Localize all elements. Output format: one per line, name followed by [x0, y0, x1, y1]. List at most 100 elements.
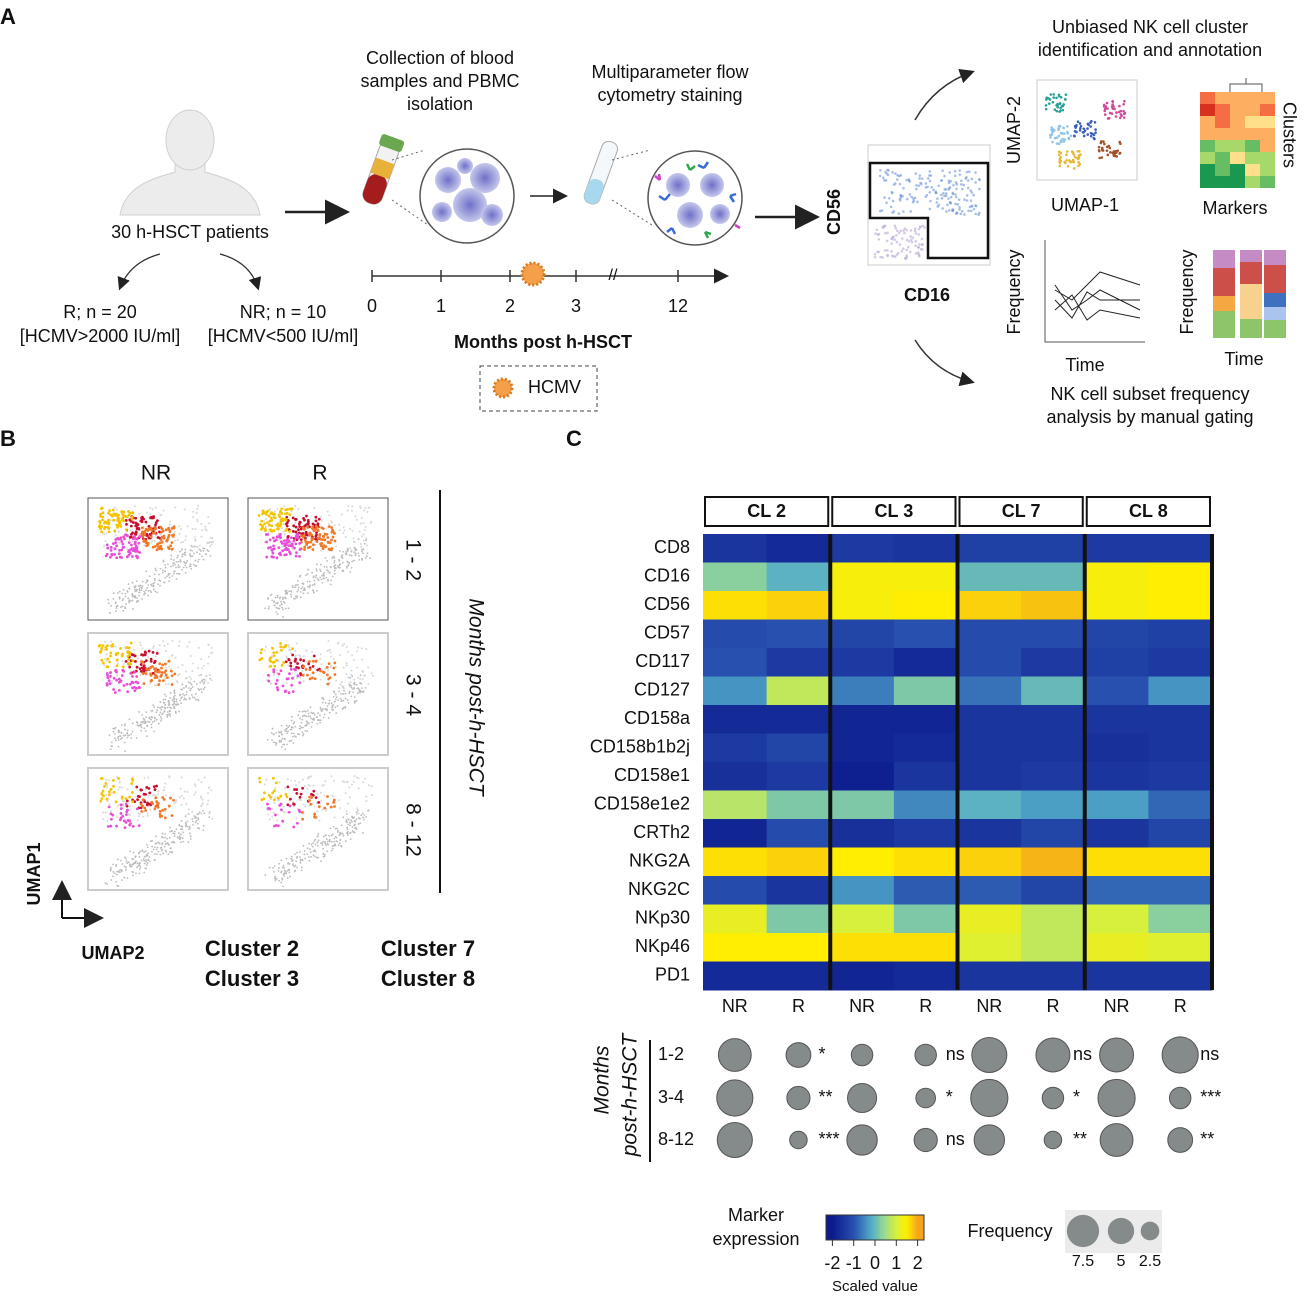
dot	[353, 831, 356, 834]
pbmc-icon	[419, 148, 515, 244]
dot	[309, 540, 313, 544]
dot	[300, 866, 303, 869]
column-label: NR	[976, 996, 1002, 1016]
dot	[308, 842, 310, 845]
dot	[1109, 151, 1112, 154]
dot	[273, 789, 276, 793]
dot	[310, 533, 313, 537]
bubble	[1035, 1037, 1071, 1073]
dot	[185, 822, 187, 825]
dot	[124, 856, 126, 859]
significance: *	[946, 1087, 953, 1107]
timeline: //	[371, 267, 729, 284]
dot	[355, 828, 358, 831]
colorbar-segment	[845, 1215, 849, 1240]
dot	[1048, 133, 1052, 137]
dot	[173, 692, 176, 695]
dot	[320, 710, 323, 712]
group-name: NR; n = 10	[240, 302, 327, 322]
dot	[106, 825, 110, 828]
dot	[321, 574, 323, 577]
heatmap-cell	[957, 676, 1022, 706]
dot	[186, 790, 189, 793]
heatmap-cell	[893, 847, 958, 877]
dot	[181, 568, 183, 571]
size-legend-title: Frequency	[967, 1221, 1052, 1241]
dot	[202, 824, 205, 827]
dot	[338, 558, 341, 561]
dot	[285, 677, 289, 681]
dot	[115, 544, 119, 548]
dot	[179, 699, 182, 702]
dot	[890, 250, 893, 253]
dot	[123, 865, 126, 868]
dot	[350, 686, 353, 689]
dot	[928, 207, 932, 211]
cell	[1260, 92, 1275, 104]
dot	[188, 825, 191, 828]
dot	[1077, 160, 1080, 164]
dot	[133, 861, 136, 864]
dot	[357, 676, 360, 679]
dot	[290, 858, 293, 861]
dot	[1044, 104, 1048, 107]
dot	[902, 210, 905, 213]
dot	[292, 735, 294, 738]
dot	[362, 522, 365, 525]
dot	[334, 827, 337, 830]
dot	[178, 644, 181, 647]
dot	[303, 785, 306, 788]
dot	[304, 857, 307, 860]
dot	[191, 528, 194, 531]
dot	[909, 229, 913, 232]
dot	[136, 794, 140, 798]
dot	[204, 678, 207, 681]
dot	[307, 856, 310, 858]
dot	[189, 563, 192, 566]
dot	[114, 601, 117, 604]
dot	[364, 525, 367, 528]
dot	[181, 688, 184, 691]
dot	[921, 248, 924, 251]
dot	[293, 779, 296, 782]
dot	[269, 795, 273, 799]
dot	[113, 547, 117, 551]
dot	[171, 640, 174, 643]
dot	[317, 833, 320, 835]
size-legend-bubble	[1066, 1214, 1100, 1248]
dot	[298, 733, 301, 736]
dot	[350, 783, 353, 786]
dot	[148, 802, 152, 806]
dot	[288, 544, 292, 548]
dot	[288, 513, 292, 517]
dot	[120, 548, 124, 552]
dot	[942, 191, 945, 195]
dot	[127, 583, 130, 585]
dot	[269, 512, 273, 516]
dot	[290, 590, 293, 593]
dot	[351, 816, 354, 819]
dot	[285, 511, 289, 515]
dot	[1112, 150, 1116, 153]
dot	[353, 700, 356, 703]
dot	[142, 669, 146, 673]
dot	[115, 678, 119, 682]
dot	[170, 554, 173, 557]
dot	[158, 644, 161, 647]
dot	[302, 844, 305, 847]
dot	[304, 540, 308, 544]
dot	[172, 533, 176, 537]
dot	[139, 865, 142, 868]
dot	[331, 847, 334, 850]
dot	[965, 170, 969, 174]
dot	[294, 784, 297, 787]
dot	[201, 798, 204, 801]
dot	[144, 589, 147, 591]
dot	[130, 517, 134, 521]
dot	[124, 606, 126, 608]
dot	[185, 802, 188, 805]
dot	[130, 653, 134, 656]
dot	[167, 713, 170, 716]
dot	[151, 845, 154, 848]
dot	[122, 734, 125, 737]
